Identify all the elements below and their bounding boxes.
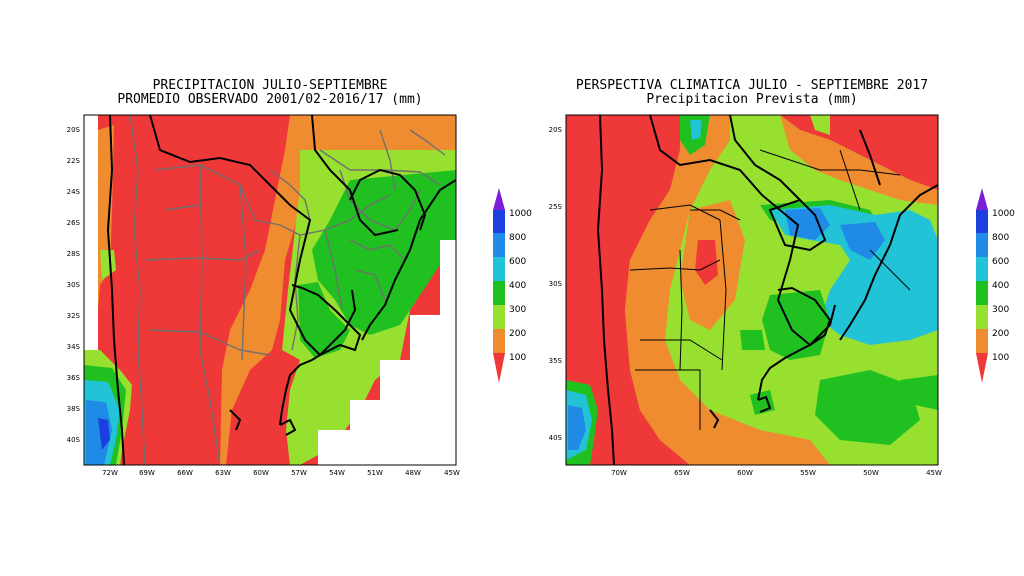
left-lat-tick: 30S [67,281,81,289]
right-province-borders [629,149,911,430]
left-lat-tick: 38S [67,405,81,413]
left-colorbar-swatch [493,233,505,257]
right-colorbar-cap-top [976,188,988,210]
right-lat-tick: 20S [549,126,563,134]
left-nodata-topleft [84,115,98,350]
left-colorbar-swatch [493,210,505,233]
left-colorbar-label: 100 [509,353,526,363]
left-lon-tick: 60W [253,469,269,477]
left-colorbar-label: 800 [509,233,526,243]
right-colorbar-label: 800 [992,233,1009,243]
right-colorbar-swatch [976,281,988,305]
left-lon-ticks: 72W 69W 66W 63W 60W 57W 54W 51W 48W 45W [102,469,460,477]
left-colorbar-cap-top [493,188,505,210]
left-colorbar-label: 200 [509,329,526,339]
left-lat-tick: 34S [67,343,81,351]
right-colorbar-label: 400 [992,281,1009,291]
left-colorbar-label: 1000 [509,209,532,219]
right-colorbar-label: 1000 [992,209,1015,219]
left-colorbar-cap-bottom [493,353,505,383]
left-lon-tick: 54W [329,469,345,477]
left-lon-tick: 63W [215,469,231,477]
right-cyan-zone [770,205,938,345]
right-colorbar: 1000 800 600 400 300 200 100 [976,188,1015,383]
left-map-title-line2: PROMEDIO OBSERVADO 2001/02-2016/17 (mm) [117,92,423,107]
right-lon-tick: 70W [611,469,627,477]
left-lat-tick: 20S [67,126,81,134]
right-colorbar-label: 300 [992,305,1009,315]
right-precipitation-map: 20S 25S 30S 35S 40S 70W 65W 60W 55W 50W … [549,114,942,477]
right-map-title-line2: Precipitacion Prevista (mm) [646,92,858,107]
right-lon-tick: 50W [863,469,879,477]
left-lat-tick: 40S [67,436,81,444]
left-colorbar-label: 600 [509,257,526,267]
right-colorbar-cap-bottom [976,353,988,383]
left-lon-tick: 66W [177,469,193,477]
right-lon-tick: 55W [800,469,816,477]
left-colorbar-swatch [493,257,505,281]
right-orange-zone [625,115,830,465]
left-lat-tick: 36S [67,374,81,382]
left-national-borders [106,115,456,465]
left-colorbar-swatch [493,281,505,305]
right-colorbar-swatch [976,329,988,353]
right-lon-tick: 60W [737,469,753,477]
left-orange-zone [220,115,456,465]
left-map-title-line1: PRECIPITACION JULIO-SEPTIEMBRE [152,78,388,93]
left-lon-tick: 45W [444,469,460,477]
left-lon-tick: 51W [367,469,383,477]
right-lat-tick: 40S [549,434,563,442]
left-precipitation-map: 20S 22S 24S 26S 28S 30S 32S 34S 36S 38S … [67,114,460,477]
left-colorbar-label: 400 [509,281,526,291]
right-colorbar-label: 200 [992,329,1009,339]
right-lat-tick: 25S [549,203,563,211]
left-lon-tick: 57W [291,469,307,477]
right-colorbar-swatch [976,257,988,281]
left-lat-tick: 28S [67,250,81,258]
left-lat-ticks: 20S 22S 24S 26S 28S 30S 32S 34S 36S 38S … [67,126,81,444]
left-lat-tick: 22S [67,157,81,165]
left-lon-tick: 48W [405,469,421,477]
left-green-zone [312,170,456,335]
left-lat-tick: 26S [67,219,81,227]
right-lon-tick: 65W [674,469,690,477]
left-nodata-ocean [318,240,456,465]
right-map-title-line1: PERSPECTIVA CLIMATICA JULIO - SEPTIEMBRE… [575,78,929,93]
left-lon-tick: 69W [139,469,155,477]
left-lat-tick: 24S [67,188,81,196]
right-lon-ticks: 70W 65W 60W 55W 50W 45W [611,469,942,477]
right-colorbar-swatch [976,305,988,329]
left-map-title: PRECIPITACION JULIO-SEPTIEMBRE PROMEDIO … [84,79,456,107]
right-colorbar-swatch [976,210,988,233]
right-colorbar-swatch [976,233,988,257]
left-colorbar: 1000 800 600 400 300 200 100 [493,188,532,383]
right-colorbar-label: 600 [992,257,1009,267]
left-province-borders [129,115,446,465]
right-lat-tick: 30S [549,280,563,288]
right-colorbar-label: 100 [992,353,1009,363]
left-colorbar-swatch [493,329,505,353]
right-national-borders [596,115,938,465]
left-lon-tick: 72W [102,469,118,477]
left-colorbar-label: 300 [509,305,526,315]
left-lat-tick: 32S [67,312,81,320]
right-map-title: PERSPECTIVA CLIMATICA JULIO - SEPTIEMBRE… [566,79,938,107]
right-red-zone [566,115,690,465]
left-colorbar-swatch [493,305,505,329]
right-lat-tick: 35S [549,357,563,365]
right-lon-tick: 45W [926,469,942,477]
right-lat-ticks: 20S 25S 30S 35S 40S [549,126,563,442]
